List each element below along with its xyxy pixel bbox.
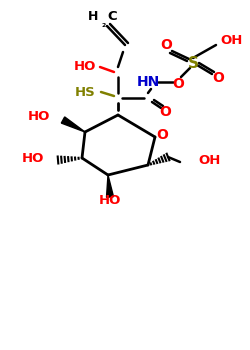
Text: HO: HO	[22, 152, 44, 164]
Text: O: O	[156, 128, 168, 142]
Text: HO: HO	[28, 111, 50, 124]
Text: OH: OH	[220, 34, 242, 47]
Text: O: O	[212, 71, 224, 85]
Text: S: S	[188, 56, 198, 70]
Text: HS: HS	[75, 85, 96, 98]
Text: O: O	[172, 77, 184, 91]
Text: OH: OH	[198, 154, 220, 167]
Text: HO: HO	[99, 194, 121, 206]
Text: O: O	[160, 38, 172, 52]
Text: O: O	[159, 105, 171, 119]
Text: ₂: ₂	[101, 19, 105, 29]
Text: C: C	[107, 10, 117, 23]
Polygon shape	[61, 117, 85, 132]
Text: H: H	[88, 10, 98, 23]
Text: HN: HN	[136, 75, 160, 89]
Text: HO: HO	[74, 61, 96, 74]
Polygon shape	[106, 175, 114, 197]
